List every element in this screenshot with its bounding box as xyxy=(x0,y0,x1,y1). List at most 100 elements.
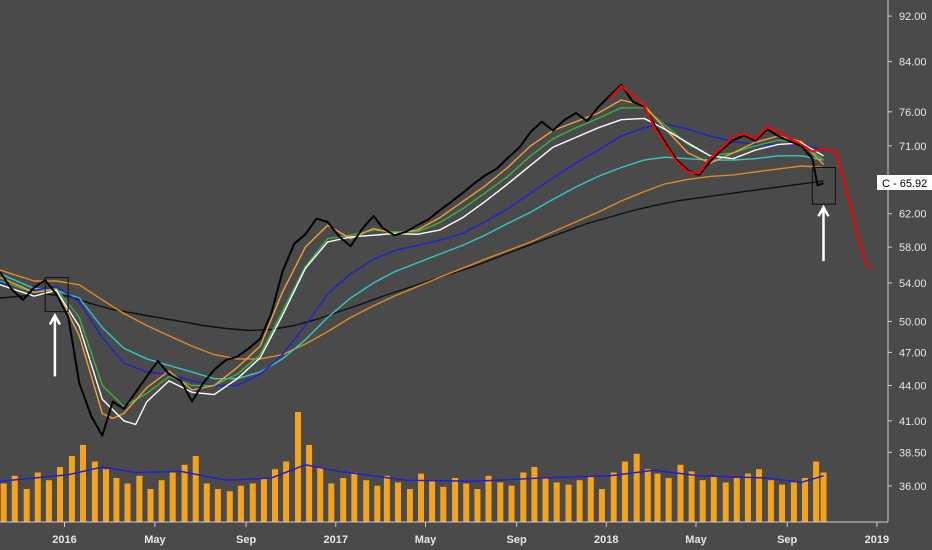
volume-bar-20 xyxy=(226,491,233,522)
volume-bar-48 xyxy=(542,478,549,522)
series-projection xyxy=(609,85,872,269)
volume-bar-9 xyxy=(103,469,109,522)
volume-bar-50 xyxy=(565,484,572,522)
volume-bar-30 xyxy=(340,478,347,522)
annotation-arrow-head-3 xyxy=(817,204,830,217)
volume-average-line xyxy=(0,464,824,484)
x-tick-label-0: 2016 xyxy=(52,534,76,546)
y-tick-label-12: 38.50 xyxy=(899,447,927,459)
y-tick-label-5: 62.00 xyxy=(899,209,927,221)
y-tick-label-3: 71.00 xyxy=(899,141,927,153)
volume-bars xyxy=(0,412,827,522)
volume-bar-35 xyxy=(395,482,401,522)
last-price-box xyxy=(877,175,932,190)
x-tick-label-7: May xyxy=(685,534,707,546)
volume-bar-18 xyxy=(203,483,210,522)
y-tick-label-10: 44.00 xyxy=(899,381,927,393)
volume-bar-14 xyxy=(158,480,165,522)
y-tick-label-8: 50.00 xyxy=(899,316,927,328)
volume-bar-43 xyxy=(485,475,492,522)
volume-bar-68 xyxy=(767,480,774,522)
volume-bar-62 xyxy=(699,480,706,522)
y-tick-label-11: 41.00 xyxy=(899,416,927,428)
x-tick-label-9: 2019 xyxy=(865,534,889,546)
volume-bar-3 xyxy=(34,472,41,522)
volume-bar-71 xyxy=(802,478,808,522)
volume-bar-51 xyxy=(576,480,583,522)
volume-bar-34 xyxy=(383,475,390,522)
volume-bar-12 xyxy=(136,475,143,522)
volume-bar-5 xyxy=(57,467,63,522)
volume-bar-49 xyxy=(553,482,560,522)
volume-bar-15 xyxy=(169,472,176,522)
volume-bar-37 xyxy=(418,473,424,522)
x-tick-label-5: Sep xyxy=(507,534,527,546)
volume-bar-27 xyxy=(306,445,313,522)
volume-bar-70 xyxy=(790,482,797,522)
series-ma-orange-slow xyxy=(0,165,824,360)
y-axis: 92.0084.0076.0071.0066.0062.0058.0054.00… xyxy=(887,0,927,522)
volume-bar-61 xyxy=(688,471,695,522)
volume-bar-24 xyxy=(272,469,278,522)
volume-bar-46 xyxy=(520,472,527,522)
volume-bar-25 xyxy=(283,461,290,522)
volume-bar-73 xyxy=(820,472,827,522)
volume-bar-21 xyxy=(237,485,244,522)
volume-bar-19 xyxy=(214,489,221,522)
x-tick-label-6: 2018 xyxy=(594,534,618,546)
series-ma-black-200 xyxy=(0,180,824,332)
annotation-box-2 xyxy=(811,167,836,205)
volume-bar-7 xyxy=(80,445,86,522)
series-lines xyxy=(0,83,872,437)
annotation-arrow-head-1 xyxy=(48,312,61,326)
volume-bar-1 xyxy=(11,475,18,522)
volume-bar-10 xyxy=(113,478,120,522)
volume-bar-55 xyxy=(621,461,628,522)
volume-bar-59 xyxy=(665,478,672,522)
y-tick-label-7: 54.00 xyxy=(899,278,927,290)
volume-bar-38 xyxy=(429,480,436,522)
x-tick-label-4: May xyxy=(415,534,437,546)
series-ma-blue xyxy=(0,123,824,387)
volume-bar-60 xyxy=(677,464,684,522)
volume-bar-23 xyxy=(260,478,267,522)
y-tick-label-9: 47.00 xyxy=(899,347,927,359)
last-price-marker: C - 65.92 xyxy=(877,175,932,190)
volume-bar-56 xyxy=(633,453,640,522)
volume-bar-44 xyxy=(497,482,504,522)
volume-bar-29 xyxy=(328,483,335,522)
volume-bar-28 xyxy=(317,467,324,522)
volume-bar-11 xyxy=(124,483,131,522)
volume-bar-22 xyxy=(249,483,256,522)
volume-bar-65 xyxy=(733,478,740,522)
series-ma-cyan xyxy=(0,155,824,380)
volume-bar-16 xyxy=(181,464,188,522)
x-tick-label-3: 2017 xyxy=(324,534,348,546)
volume-bar-54 xyxy=(610,472,617,522)
series-ma-white xyxy=(0,117,824,426)
volume-bar-40 xyxy=(452,478,459,522)
volume-bar-41 xyxy=(463,483,470,522)
volume-bar-64 xyxy=(722,482,729,522)
volume-bar-36 xyxy=(406,489,413,522)
x-tick-label-1: May xyxy=(144,534,166,546)
y-tick-label-1: 84.00 xyxy=(899,57,927,69)
y-tick-label-2: 76.00 xyxy=(899,107,927,119)
annotations xyxy=(44,167,836,377)
volume-bar-63 xyxy=(710,475,717,522)
y-tick-label-13: 36.00 xyxy=(899,481,927,493)
annotation-box-0 xyxy=(44,276,69,313)
volume-bar-45 xyxy=(508,485,515,522)
series-ma-green xyxy=(0,107,824,408)
volume-bar-66 xyxy=(744,473,751,522)
volume-bar-8 xyxy=(91,461,98,522)
volume-bar-72 xyxy=(813,461,820,522)
volume-bar-67 xyxy=(756,469,762,522)
volume-bar-32 xyxy=(363,480,370,522)
volume-bar-69 xyxy=(779,484,785,522)
y-tick-label-6: 58.00 xyxy=(899,242,927,254)
x-tick-label-2: Sep xyxy=(236,534,256,546)
volume-bar-0 xyxy=(0,483,7,522)
